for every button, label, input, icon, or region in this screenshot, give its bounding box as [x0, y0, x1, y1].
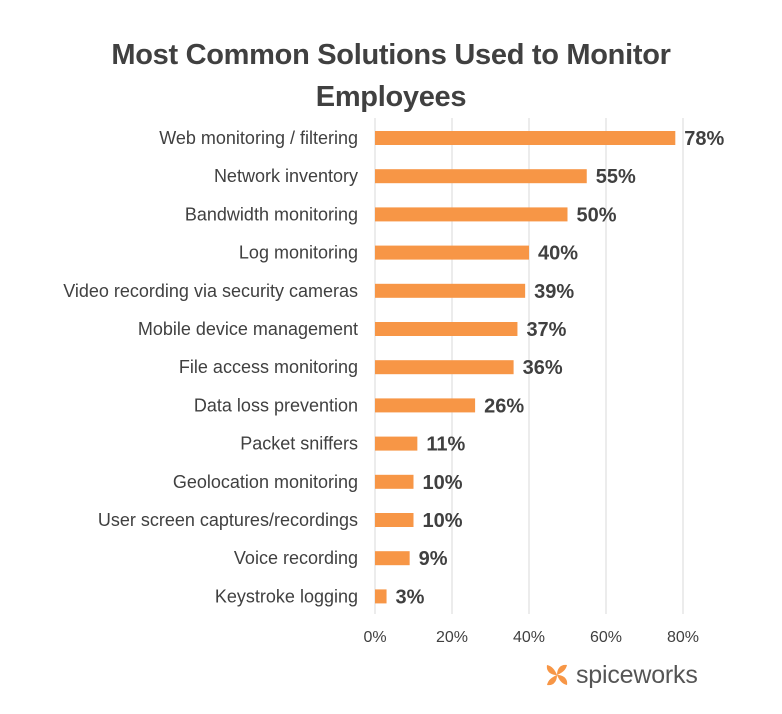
value-label: 55%: [596, 166, 636, 188]
spiceworks-logo-icon: [546, 664, 568, 686]
bar: [375, 207, 568, 222]
spiceworks-logo: spiceworks: [542, 658, 698, 692]
bar: [375, 131, 676, 145]
chart-title: Most Common Solutions Used to Monitor Em…: [0, 34, 782, 118]
x-tick-label: 20%: [436, 629, 468, 646]
category-label: Voice recording: [234, 548, 358, 568]
category-label: File access monitoring: [179, 357, 358, 377]
value-label: 50%: [577, 204, 617, 226]
category-label: Web monitoring / filtering: [159, 128, 358, 148]
bar: [375, 398, 476, 413]
x-tick-label: 80%: [667, 629, 699, 646]
category-label: User screen captures/recordings: [98, 510, 358, 530]
x-axis-ticks: 0% 20% 40% 60% 80%: [363, 629, 699, 646]
value-label: 78%: [684, 128, 724, 150]
value-label: 37%: [526, 319, 566, 341]
x-tick-label: 60%: [590, 629, 622, 646]
bar: [375, 169, 587, 184]
value-label: 10%: [423, 472, 463, 494]
category-label: Packet sniffers: [240, 434, 358, 454]
logo-petal: [546, 665, 557, 675]
value-label: 3%: [396, 586, 425, 608]
category-label: Geolocation monitoring: [173, 472, 358, 492]
x-tick-label: 0%: [363, 629, 386, 646]
category-label: Keystroke logging: [215, 586, 358, 606]
value-label: 36%: [523, 357, 563, 379]
category-label: Bandwidth monitoring: [185, 204, 358, 224]
chart-title-line-2: Employees: [315, 81, 467, 113]
value-labels: 78% 55% 50% 40% 39% 37% 36% 26% 11% 10% 10% 9% 3%: [396, 128, 725, 608]
bars: [375, 131, 676, 604]
value-label: 40%: [538, 243, 578, 265]
category-label: Mobile device management: [138, 319, 358, 339]
category-label: Video recording via security cameras: [63, 281, 358, 301]
spiceworks-logo-text: spiceworks: [576, 660, 698, 689]
logo-petal: [547, 675, 557, 686]
bar: [375, 589, 387, 604]
bar: [375, 283, 526, 298]
category-label: Data loss prevention: [194, 395, 358, 415]
bar: [375, 551, 410, 566]
category-label: Network inventory: [214, 166, 358, 186]
logo-petal: [557, 664, 567, 675]
chart-title-line-1: Most Common Solutions Used to Monitor: [111, 39, 671, 71]
category-label: Log monitoring: [239, 243, 358, 263]
value-label: 10%: [423, 510, 463, 532]
logo-petal: [557, 675, 568, 685]
value-label: 9%: [419, 548, 448, 570]
bar: [375, 513, 414, 527]
value-label: 11%: [426, 434, 465, 456]
x-tick-label: 40%: [513, 629, 545, 646]
value-label: 26%: [484, 395, 524, 417]
bar: [375, 322, 518, 336]
value-label: 39%: [534, 281, 574, 303]
category-labels: Web monitoring / filtering Network invent…: [63, 128, 358, 606]
bar: [375, 474, 414, 489]
bar: [375, 436, 418, 451]
bar: [375, 245, 529, 260]
bar: [375, 360, 514, 375]
